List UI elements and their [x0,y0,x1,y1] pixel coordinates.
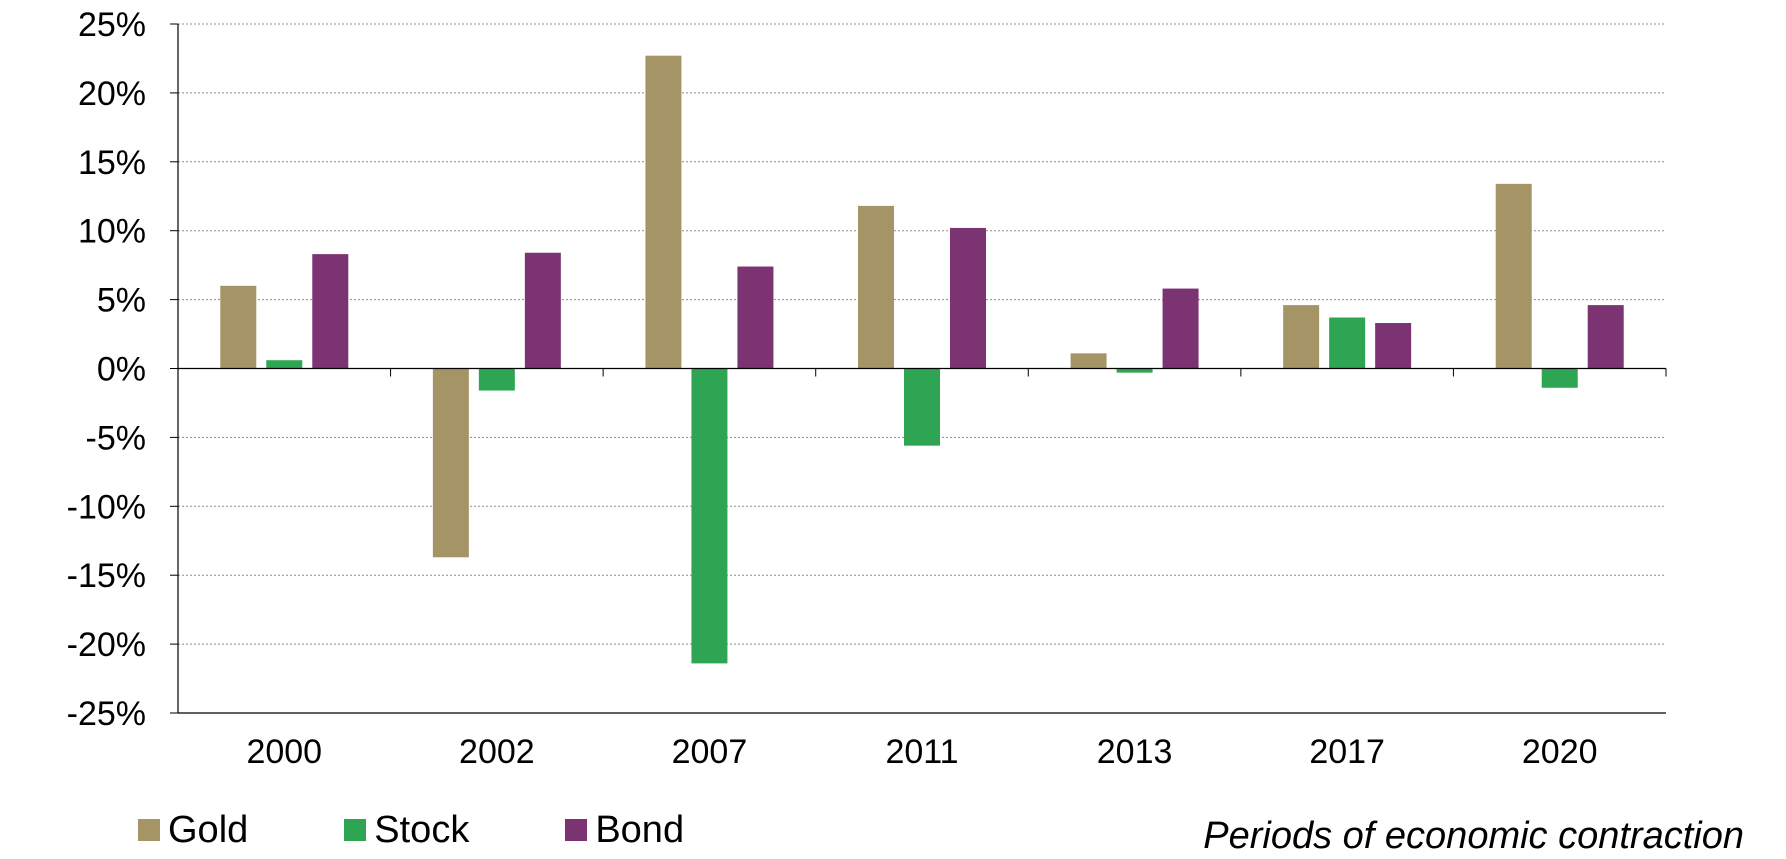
bar-stock-2013 [1116,368,1153,373]
bar-gold-2013 [1070,353,1107,369]
x-tick-label: 2007 [672,733,748,771]
legend-item-gold: Gold [138,809,248,852]
y-tick-label: -25% [67,695,146,733]
legend-item-stock: Stock [344,809,469,852]
y-tick-label: 25% [78,6,146,44]
bar-stock-2000 [266,360,303,369]
bar-bond-2007 [737,266,774,369]
legend-swatch-bond [565,819,588,841]
y-tick-labels: -25% -20% -15% -10% -5% 0% 5% 10% 15% 20% 25% [67,6,146,733]
y-tick-label: 20% [78,75,146,113]
bar-stock-2017 [1329,317,1366,369]
x-tick-label: 2013 [1097,733,1173,771]
bar-gold-2011 [858,205,894,369]
axes [170,23,1667,714]
legend-label-bond: Bond [595,808,685,851]
bars [220,55,1624,664]
bar-bond-2013 [1162,288,1199,369]
legend-item-bond: Bond [565,809,684,852]
x-tick-label: 2000 [246,733,322,771]
bar-gold-2000 [220,285,257,369]
x-tick-label: 2020 [1522,733,1598,771]
legend-label-stock: Stock [374,808,470,851]
y-tick-label: 15% [78,144,146,182]
y-tick-label: -10% [67,488,146,526]
bar-bond-2017 [1375,323,1412,369]
x-tick-label: 2011 [885,733,958,771]
bar-bond-2002 [524,252,561,369]
x-axis-label: Periods of economic contraction [1203,815,1744,857]
x-tick-label: 2002 [459,733,535,771]
legend-swatch-gold [138,819,160,841]
x-tick-label: 2017 [1309,733,1385,771]
y-tick-label: 5% [97,282,146,320]
bar-bond-2020 [1587,305,1624,369]
bar-bond-2000 [312,254,349,369]
bar-stock-2007 [691,368,728,664]
bar-stock-2011 [904,368,940,446]
y-tick-label: -5% [86,419,146,457]
y-tick-label: 0% [97,351,146,389]
bar-gold-2020 [1495,183,1532,369]
bar-bond-2011 [950,227,986,369]
x-tick-labels: 2000 2002 2007 2011 2013 2017 2020 [246,733,1597,771]
legend: Gold Stock Bond [138,808,780,852]
bar-stock-2002 [478,368,515,391]
bar-gold-2002 [432,368,469,558]
bar-gold-2007 [645,55,682,369]
y-tick-label: 10% [78,213,146,251]
bar-gold-2017 [1283,305,1320,369]
legend-label-gold: Gold [168,808,249,851]
y-tick-label: -15% [67,557,146,595]
y-tick-label: -20% [67,626,146,664]
bar-stock-2020 [1541,368,1578,388]
legend-swatch-stock [344,819,367,841]
